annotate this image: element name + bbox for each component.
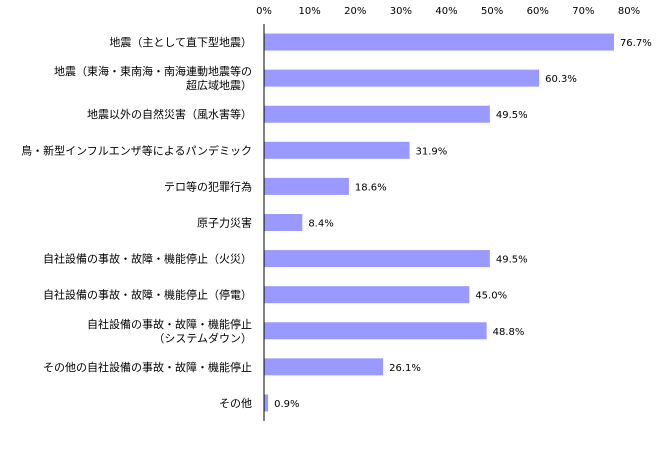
bar xyxy=(264,358,384,376)
bar xyxy=(264,69,540,87)
data-labels: 76.7% 60.3% 49.5% 31.9% 18.6% 8.4% 49.5% 45.0% 4… xyxy=(274,38,652,410)
data-label: 60.3% xyxy=(545,74,577,85)
data-label: 45.0% xyxy=(475,291,507,302)
category-label: 自社設備の事故・故障・機能停止 xyxy=(87,317,252,331)
category-label: その他の自社設備の事故・故障・機能停止 xyxy=(43,360,252,374)
category-label: 地震（主として直下型地震） xyxy=(109,35,252,49)
x-tick-label: 20% xyxy=(344,6,366,17)
category-label: 鳥・新型インフルエンザ等によるパンデミック xyxy=(21,143,252,157)
x-tick-label: 0% xyxy=(256,6,272,17)
data-label: 18.6% xyxy=(355,182,387,193)
bar xyxy=(264,214,303,231)
data-label: 0.9% xyxy=(274,399,299,410)
data-label: 49.5% xyxy=(496,255,528,266)
data-label: 48.8% xyxy=(493,327,525,338)
bar xyxy=(264,250,490,268)
bar xyxy=(264,141,410,159)
category-label: その他 xyxy=(219,397,252,410)
x-tick-label: 40% xyxy=(435,6,457,17)
x-axis-ticks: 0% 10% 20% 30% 40% 50% 60% 70% 80% xyxy=(256,6,640,17)
bars xyxy=(264,33,614,412)
x-tick-label: 80% xyxy=(618,6,640,17)
data-label: 31.9% xyxy=(416,146,448,157)
x-tick-label: 60% xyxy=(527,6,549,17)
category-label: 原子力災害 xyxy=(197,216,252,230)
category-label: 超広域地震） xyxy=(186,78,252,92)
category-label: テロ等の犯罪行為 xyxy=(164,179,252,193)
x-tick-label: 30% xyxy=(390,6,412,17)
data-label: 8.4% xyxy=(308,219,333,230)
bar xyxy=(264,322,487,340)
bar xyxy=(264,33,614,51)
category-label: 自社設備の事故・故障・機能停止（火災） xyxy=(43,252,252,266)
data-label: 76.7% xyxy=(620,38,652,49)
category-label: 自社設備の事故・故障・機能停止（停電） xyxy=(43,288,252,302)
bar xyxy=(264,286,470,304)
bar xyxy=(264,105,490,123)
x-tick-label: 70% xyxy=(572,6,594,17)
x-tick-label: 10% xyxy=(299,6,321,17)
bar xyxy=(264,394,269,412)
data-label: 26.1% xyxy=(389,363,421,374)
category-label: 地震以外の自然災害（風水害等） xyxy=(87,107,252,121)
category-label: （システムダウン） xyxy=(153,331,252,345)
category-label: 地震（東海・東南海・南海連動地震等の xyxy=(54,64,252,78)
data-label: 49.5% xyxy=(496,110,528,121)
x-tick-label: 50% xyxy=(481,6,503,17)
bar xyxy=(264,177,349,195)
